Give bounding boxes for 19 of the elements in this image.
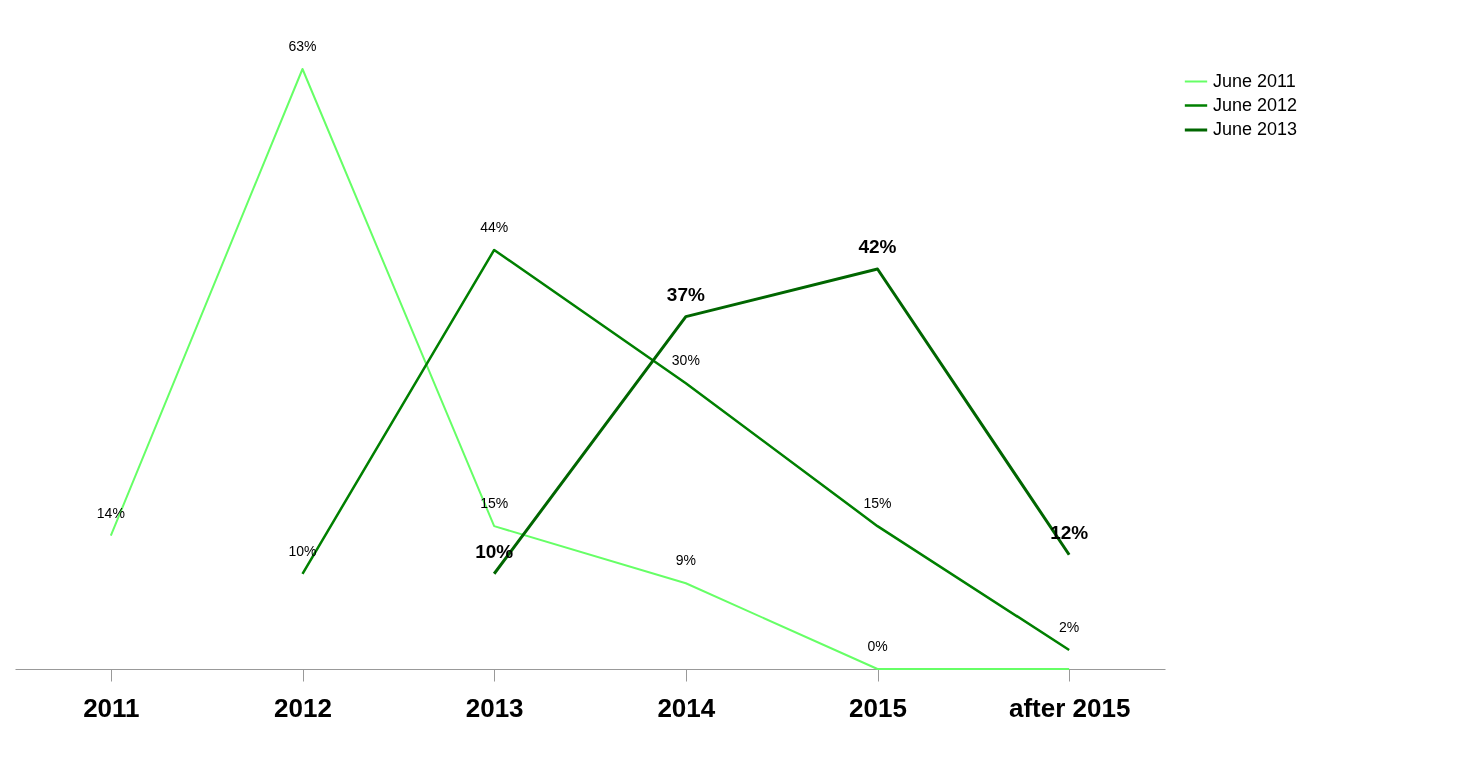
data-label: 15% <box>863 495 892 512</box>
x-tick-label: 2011 <box>83 692 140 723</box>
x-tick-label: after 2015 <box>1008 692 1131 723</box>
legend-label: June 2013 <box>1213 119 1298 139</box>
data-label: 2% <box>1059 618 1080 635</box>
x-tick-label: 2015 <box>849 692 907 723</box>
data-label: 10% <box>288 542 317 559</box>
data-label: 30% <box>671 352 700 369</box>
data-label: 44% <box>480 218 509 235</box>
x-tick-label: 2014 <box>657 692 716 723</box>
data-label: 63% <box>288 38 317 54</box>
x-tick-label: 2013 <box>465 692 524 723</box>
data-label: 9% <box>675 552 696 569</box>
data-label: 0% <box>867 638 888 654</box>
data-label: 37% <box>666 283 705 305</box>
legend-label: June 2012 <box>1213 94 1298 115</box>
x-tick-label: 2012 <box>274 692 332 723</box>
data-label: 42% <box>858 236 897 257</box>
legend-label: June 2011 <box>1213 70 1296 91</box>
